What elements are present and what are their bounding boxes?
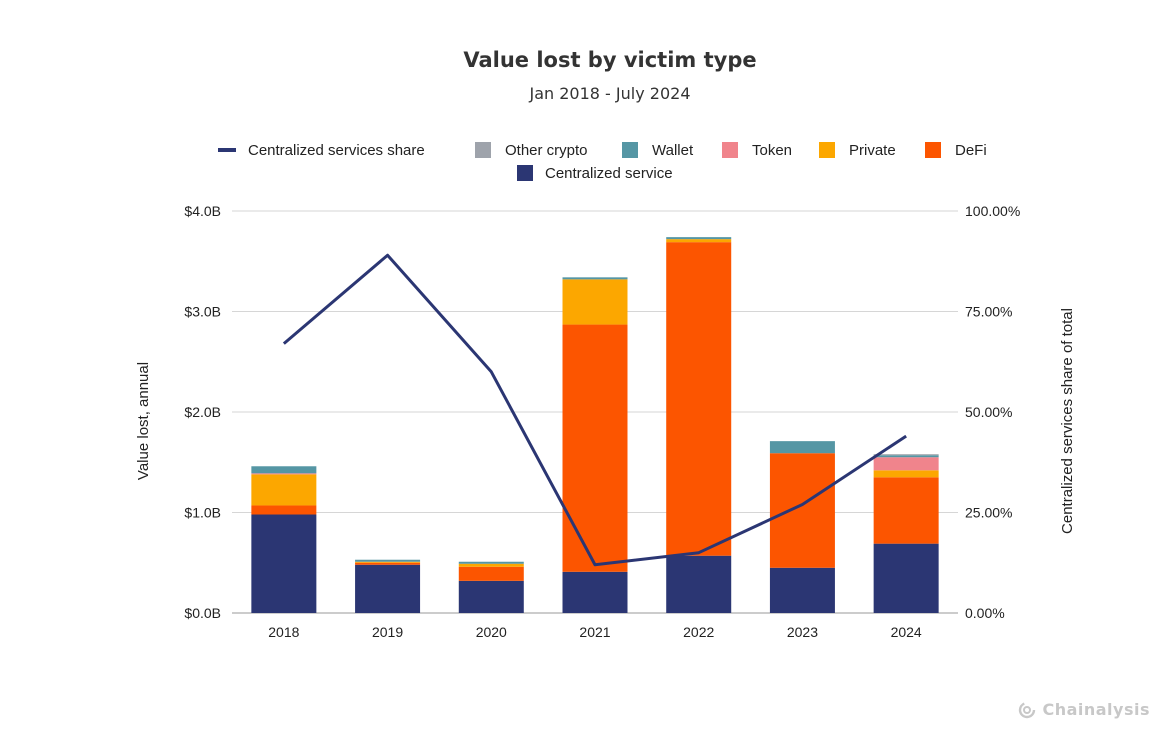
x-tick-label: 2021 — [579, 624, 610, 640]
legend-label: Private — [849, 142, 896, 159]
bar-segment — [562, 571, 628, 613]
legend-label: Centralized service — [545, 165, 673, 182]
bar-segment — [873, 470, 939, 478]
bar-segment — [355, 562, 421, 565]
chainalysis-logo-icon — [1019, 701, 1036, 718]
y2-tick-label: 50.00% — [965, 404, 1012, 420]
legend-swatch — [517, 165, 533, 181]
bar-segment — [666, 239, 732, 243]
bar-segment — [251, 505, 317, 515]
y2-tick-label: 100.00% — [965, 203, 1020, 219]
y2-axis-title: Centralized services share of total — [1059, 308, 1076, 534]
y-tick-label: $3.0B — [184, 304, 221, 320]
chart-title: Value lost by victim type — [463, 48, 757, 72]
legend-label: Centralized services share — [248, 142, 425, 159]
x-tick-label: 2018 — [268, 624, 299, 640]
share-line — [282, 253, 907, 567]
x-tick-label: 2019 — [372, 624, 403, 640]
x-tick-label: 2020 — [476, 624, 507, 640]
legend-label: Other crypto — [505, 142, 588, 159]
y-tick-label: $4.0B — [184, 203, 221, 219]
legend-swatch — [622, 142, 638, 158]
bar-segment — [769, 567, 835, 613]
y2-tick-label: 75.00% — [965, 304, 1012, 320]
x-tick-label: 2022 — [683, 624, 714, 640]
legend-line-swatch — [218, 148, 236, 152]
bar-segment — [666, 555, 732, 613]
bar-segment — [251, 514, 317, 613]
bar-segment — [251, 474, 317, 506]
y-axis-title: Value lost, annual — [135, 362, 152, 480]
y2-tick-label: 25.00% — [965, 505, 1012, 521]
bar-segment — [873, 477, 939, 544]
watermark-text: Chainalysis — [1042, 700, 1150, 719]
bar-segment — [562, 277, 628, 280]
legend-swatch — [819, 142, 835, 158]
bar-segment — [873, 455, 939, 458]
bar-segment — [355, 559, 421, 562]
legend-label: Token — [752, 142, 792, 159]
bar-segment — [769, 441, 835, 454]
bar-segment — [355, 564, 421, 613]
watermark: Chainalysis — [1018, 700, 1150, 719]
y-tick-label: $1.0B — [184, 505, 221, 521]
y-tick-label: $2.0B — [184, 404, 221, 420]
legend-swatch — [475, 142, 491, 158]
y2-tick-label: 0.00% — [965, 605, 1005, 621]
legend-swatch — [722, 142, 738, 158]
bar-segment — [458, 566, 524, 581]
legend-label: DeFi — [955, 142, 987, 159]
x-tick-label: 2024 — [891, 624, 922, 640]
bar-segment — [355, 561, 421, 563]
bar-segment — [458, 580, 524, 613]
bar-segment — [251, 466, 317, 474]
legend-label: Wallet — [652, 142, 694, 159]
bar-segment — [769, 453, 835, 568]
y-tick-label: $0.0B — [184, 605, 221, 621]
bar-segment — [458, 563, 524, 567]
bar-segment — [873, 454, 939, 456]
bar-segment — [873, 457, 939, 471]
bar-segment — [666, 237, 732, 240]
bar-segment — [666, 242, 732, 556]
x-tick-label: 2023 — [787, 624, 818, 640]
bar-segment — [562, 279, 628, 325]
legend-swatch — [925, 142, 941, 158]
bar-segment — [458, 561, 524, 564]
bar-segment — [873, 543, 939, 613]
bar-segment — [251, 473, 317, 475]
chart-subtitle: Jan 2018 - July 2024 — [529, 84, 691, 103]
bar-segment — [562, 324, 628, 572]
